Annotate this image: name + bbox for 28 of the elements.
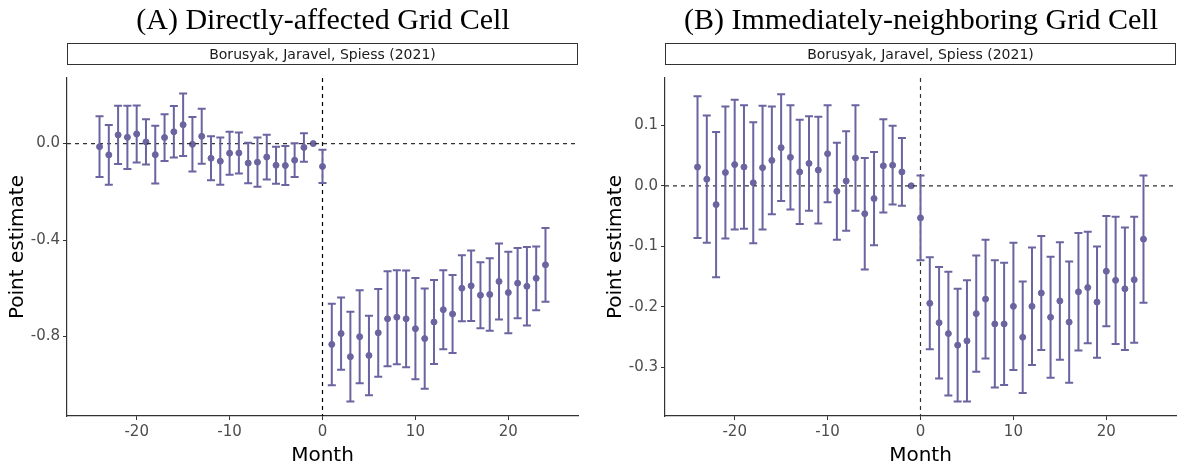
y-axis-title: Point estimate	[602, 174, 627, 320]
y-tick-label: -0.2	[628, 296, 658, 315]
y-tick-label: -0.1	[628, 236, 658, 255]
x-tick-label: -10	[217, 421, 242, 440]
chart-title: (B) Immediately-neighboring Grid Cell	[682, 2, 1160, 36]
chart-subtitle: Borusyak, Jaravel, Spiess (2021)	[665, 43, 1176, 65]
point	[907, 182, 915, 190]
x-tick-label: -10	[815, 421, 840, 440]
y-tick-label: -0.4	[30, 229, 60, 248]
chart-subtitle: Borusyak, Jaravel, Spiess (2021)	[67, 43, 578, 65]
x-tick-label: 10	[405, 421, 425, 440]
y-axis-title: Point estimate	[4, 174, 29, 320]
x-tick-label: -20	[722, 421, 747, 440]
y-tick-label: 0.1	[634, 115, 658, 134]
x-tick-label: 20	[1096, 421, 1116, 440]
y-tick-label: 0.0	[36, 133, 60, 152]
y-tick-label: -0.3	[628, 357, 658, 376]
x-tick-label: 0	[317, 421, 328, 440]
x-axis-title: Month	[291, 442, 354, 467]
x-tick-label: 10	[1003, 421, 1023, 440]
x-tick-label: 0	[915, 421, 926, 440]
x-tick-label: 20	[498, 421, 518, 440]
y-tick-label: 0.0	[634, 175, 658, 194]
point	[309, 140, 317, 148]
x-tick-label: -20	[124, 421, 149, 440]
y-tick-label: -0.8	[30, 326, 60, 345]
chart-title: (A) Directly-affected Grid Cell	[135, 2, 511, 36]
x-axis-title: Month	[889, 442, 952, 467]
